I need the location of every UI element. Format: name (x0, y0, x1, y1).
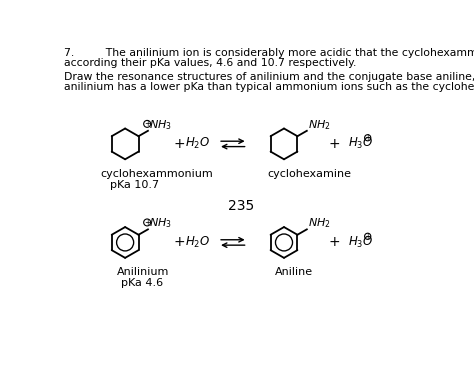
Text: pKa 4.6: pKa 4.6 (121, 278, 164, 288)
Text: $NH_2$: $NH_2$ (308, 118, 330, 131)
Text: +: + (328, 137, 340, 151)
Text: +: + (173, 137, 185, 151)
Text: +: + (365, 232, 371, 241)
Text: +: + (328, 235, 340, 249)
Text: cyclohexamine: cyclohexamine (267, 169, 351, 179)
Text: 7.         The anilinium ion is considerably more acidic that the cyclohexammoni: 7. The anilinium ion is considerably mor… (64, 48, 474, 58)
Text: $NH_3$: $NH_3$ (149, 216, 172, 230)
Text: $H_2O$: $H_2O$ (184, 235, 210, 250)
Text: according their pKa values, 4.6 and 10.7 respectively.: according their pKa values, 4.6 and 10.7… (64, 58, 356, 68)
Text: Anilinium: Anilinium (118, 267, 170, 277)
Text: Draw the resonance structures of anilinium and the conjugate base aniline, and j: Draw the resonance structures of anilini… (64, 72, 474, 81)
Text: $NH_3$: $NH_3$ (149, 118, 172, 131)
Text: $H_3O$: $H_3O$ (347, 235, 373, 250)
Text: +: + (365, 133, 371, 142)
Text: anilinium has a lower pKa than typical ammonium ions such as the cyclohexammoniu: anilinium has a lower pKa than typical a… (64, 81, 474, 92)
Text: $H_2O$: $H_2O$ (184, 137, 210, 151)
Text: Aniline: Aniline (275, 267, 313, 277)
Text: +: + (144, 218, 150, 227)
Text: +: + (173, 235, 185, 249)
Text: pKa 10.7: pKa 10.7 (109, 180, 159, 190)
Text: $NH_2$: $NH_2$ (308, 216, 330, 230)
Text: cyclohexammonium: cyclohexammonium (100, 169, 213, 179)
Text: 235: 235 (228, 199, 255, 212)
Text: +: + (144, 119, 150, 128)
Text: $H_3O$: $H_3O$ (347, 137, 373, 151)
